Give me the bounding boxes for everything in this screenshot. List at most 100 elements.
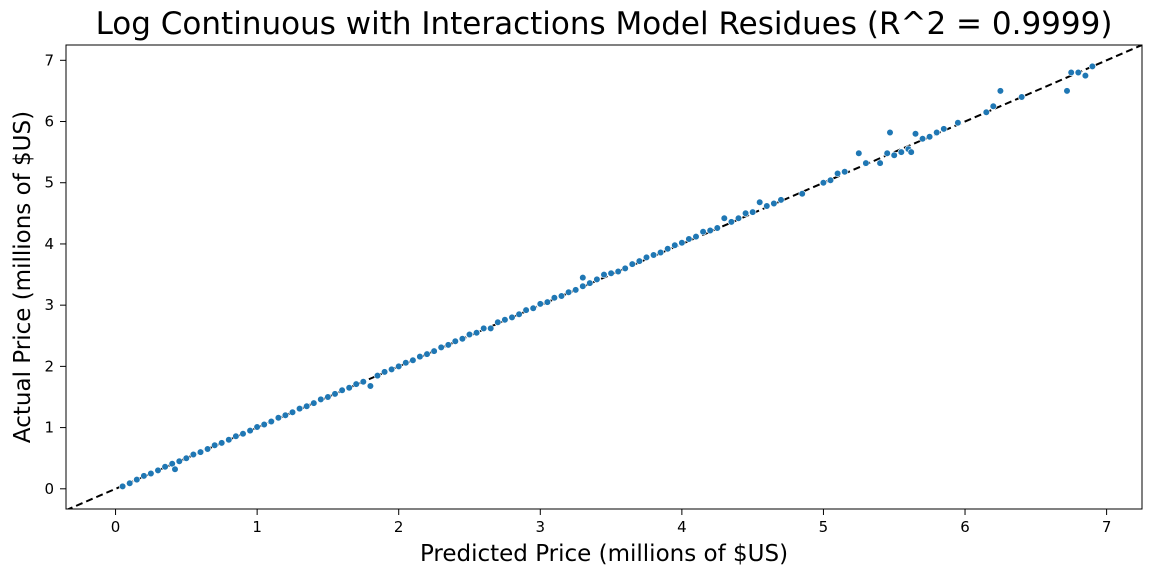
data-point	[388, 365, 396, 374]
data-point	[918, 135, 927, 143]
data-point	[437, 343, 445, 352]
data-point	[366, 382, 375, 390]
data-point	[720, 214, 728, 222]
data-point	[572, 286, 580, 294]
data-point	[940, 125, 948, 133]
data-point	[161, 463, 169, 471]
data-point	[147, 469, 155, 478]
data-point	[465, 330, 474, 339]
data-point	[175, 457, 183, 465]
data-point	[218, 439, 226, 447]
data-point	[607, 269, 615, 277]
data-point	[635, 257, 644, 265]
data-point	[756, 198, 764, 206]
data-points-layer	[118, 62, 1096, 491]
data-point	[522, 306, 530, 314]
data-point	[982, 108, 990, 116]
data-point	[656, 248, 665, 257]
data-point	[171, 465, 179, 473]
data-point	[239, 430, 247, 438]
x-tick-label: 7	[1102, 518, 1112, 536]
data-point	[685, 235, 693, 243]
x-tick-label: 4	[677, 518, 687, 536]
data-point	[1067, 68, 1075, 77]
data-point	[352, 380, 360, 388]
data-point	[204, 445, 212, 453]
data-point	[621, 264, 629, 273]
data-point	[232, 432, 240, 440]
data-point	[274, 414, 283, 422]
data-point	[409, 356, 417, 364]
data-point	[678, 239, 686, 247]
data-point	[713, 224, 721, 232]
data-point	[642, 253, 651, 261]
data-point	[614, 267, 622, 276]
x-tick-label: 2	[394, 518, 404, 536]
data-point	[381, 368, 389, 376]
data-point	[303, 402, 311, 410]
data-point	[1088, 62, 1096, 71]
data-point	[692, 233, 700, 241]
data-point	[480, 324, 488, 333]
data-point	[253, 423, 261, 431]
data-point	[543, 298, 552, 306]
data-point	[550, 294, 559, 302]
data-point	[260, 420, 268, 429]
data-point	[310, 399, 318, 407]
data-point	[557, 292, 566, 300]
data-point	[331, 390, 339, 398]
data-point	[246, 427, 254, 435]
data-point	[324, 393, 332, 401]
data-point	[798, 190, 806, 198]
data-point	[402, 359, 410, 367]
y-axis-ticks: 0 1 2 3 4 5 6 7	[44, 51, 66, 498]
data-point	[154, 466, 162, 475]
data-point	[338, 386, 346, 394]
data-point	[373, 372, 382, 380]
y-tick-label: 6	[44, 113, 54, 131]
data-point	[579, 274, 587, 282]
data-point	[593, 275, 601, 284]
data-point	[458, 335, 467, 343]
data-point	[628, 260, 636, 268]
data-point	[763, 202, 771, 210]
data-point	[579, 282, 587, 290]
data-point	[395, 362, 403, 371]
plot-frame	[65, 44, 1143, 510]
chart-title: Log Continuous with Interactions Model R…	[96, 6, 1113, 42]
x-axis-label: Predicted Price (millions of $US)	[420, 541, 788, 567]
y-tick-label: 4	[44, 235, 54, 253]
data-point	[954, 119, 962, 127]
data-point	[826, 176, 835, 184]
data-point	[890, 151, 898, 159]
data-point	[430, 347, 438, 355]
data-point	[664, 245, 672, 253]
data-point	[699, 228, 707, 236]
data-point	[317, 395, 325, 404]
y-tick-label: 7	[44, 51, 54, 69]
y-tick-label: 5	[44, 174, 54, 192]
x-tick-label: 3	[536, 518, 546, 536]
data-point	[189, 450, 197, 459]
y-axis-label: Actual Price (millions of $US)	[10, 111, 36, 443]
data-point	[1063, 87, 1071, 95]
data-point	[515, 310, 523, 318]
data-point	[118, 482, 127, 491]
data-point	[734, 214, 743, 222]
data-point	[487, 324, 495, 333]
x-tick-label: 6	[960, 518, 970, 536]
data-point	[359, 378, 367, 386]
data-point	[989, 102, 997, 110]
data-point	[508, 313, 516, 322]
data-point	[841, 168, 849, 176]
y-tick-label: 1	[44, 419, 54, 437]
data-point	[996, 87, 1005, 95]
data-point	[862, 159, 870, 167]
data-point	[819, 179, 828, 187]
y-tick-label: 0	[44, 480, 54, 498]
data-point	[196, 448, 205, 456]
y-tick-label: 2	[44, 357, 54, 375]
data-point	[494, 318, 502, 326]
data-point	[855, 149, 863, 157]
